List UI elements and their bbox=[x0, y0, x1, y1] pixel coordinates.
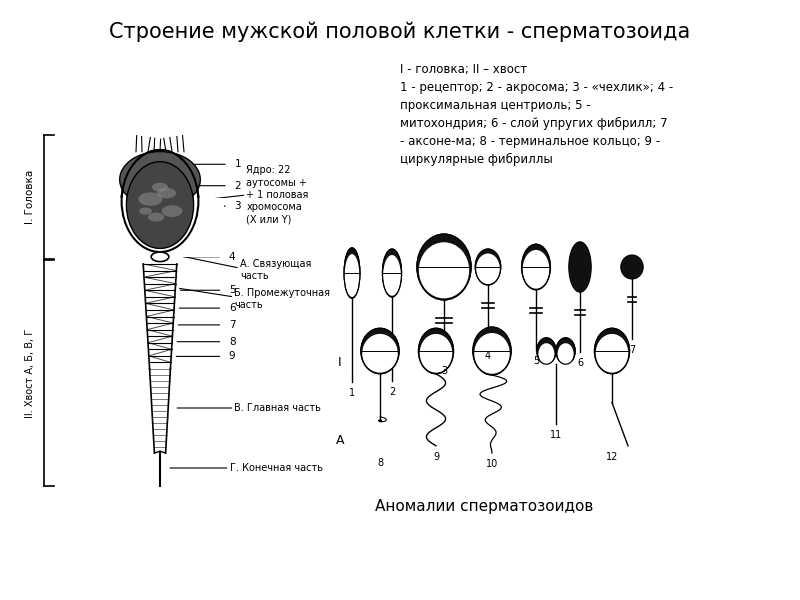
Ellipse shape bbox=[594, 328, 630, 374]
Text: 8: 8 bbox=[229, 337, 235, 347]
Ellipse shape bbox=[345, 254, 359, 297]
Ellipse shape bbox=[148, 212, 164, 221]
Ellipse shape bbox=[126, 162, 194, 248]
Text: 2: 2 bbox=[389, 387, 395, 397]
Text: 1: 1 bbox=[349, 388, 355, 398]
Text: 5: 5 bbox=[229, 285, 235, 295]
Ellipse shape bbox=[139, 208, 152, 215]
Text: I - головка; II – хвост
1 - рецептор; 2 - акросома; 3 - «чехлик»; 4 -
проксималь: I - головка; II – хвост 1 - рецептор; 2 … bbox=[400, 63, 674, 166]
Ellipse shape bbox=[151, 252, 169, 262]
Text: I. Головка: I. Головка bbox=[25, 170, 34, 224]
Ellipse shape bbox=[157, 188, 176, 199]
Ellipse shape bbox=[152, 182, 168, 191]
Text: 3: 3 bbox=[441, 366, 447, 376]
Ellipse shape bbox=[138, 193, 162, 206]
Ellipse shape bbox=[473, 327, 511, 375]
Ellipse shape bbox=[474, 333, 510, 374]
Text: A: A bbox=[336, 434, 344, 448]
Text: 2: 2 bbox=[234, 181, 241, 191]
Ellipse shape bbox=[558, 343, 574, 365]
Text: 9: 9 bbox=[433, 452, 439, 462]
Text: 5: 5 bbox=[533, 356, 539, 366]
Ellipse shape bbox=[139, 208, 152, 215]
Ellipse shape bbox=[162, 205, 182, 217]
Ellipse shape bbox=[148, 212, 164, 221]
Text: 9: 9 bbox=[229, 352, 235, 361]
Ellipse shape bbox=[382, 249, 402, 297]
Ellipse shape bbox=[569, 242, 591, 292]
Ellipse shape bbox=[475, 249, 501, 285]
Ellipse shape bbox=[361, 328, 399, 374]
Text: 12: 12 bbox=[606, 452, 618, 462]
Ellipse shape bbox=[522, 250, 550, 289]
Text: Аномалии сперматозоидов: Аномалии сперматозоидов bbox=[375, 499, 593, 514]
Text: 8: 8 bbox=[377, 458, 383, 468]
Ellipse shape bbox=[362, 334, 398, 373]
Ellipse shape bbox=[418, 328, 454, 374]
Ellipse shape bbox=[420, 334, 452, 373]
Ellipse shape bbox=[383, 255, 401, 296]
Ellipse shape bbox=[476, 253, 500, 284]
Text: 3: 3 bbox=[234, 201, 241, 211]
Text: I: I bbox=[338, 356, 342, 370]
Ellipse shape bbox=[537, 338, 556, 364]
Text: В. Главная часть: В. Главная часть bbox=[234, 403, 322, 413]
Text: 7: 7 bbox=[229, 320, 235, 330]
Text: 7: 7 bbox=[629, 345, 635, 355]
Ellipse shape bbox=[157, 188, 176, 199]
Text: 4: 4 bbox=[485, 351, 491, 361]
Text: Строение мужской половой клетки - сперматозоида: Строение мужской половой клетки - сперма… bbox=[110, 21, 690, 41]
Text: 10: 10 bbox=[486, 459, 498, 469]
Ellipse shape bbox=[126, 162, 194, 248]
Ellipse shape bbox=[538, 343, 554, 365]
Text: 11: 11 bbox=[550, 430, 562, 440]
Ellipse shape bbox=[120, 152, 200, 208]
Ellipse shape bbox=[417, 234, 471, 300]
Text: А. Связующая
часть: А. Связующая часть bbox=[240, 259, 311, 281]
Ellipse shape bbox=[556, 338, 575, 364]
Ellipse shape bbox=[122, 150, 198, 252]
Ellipse shape bbox=[152, 182, 168, 191]
Ellipse shape bbox=[621, 255, 643, 279]
Text: Б. Промежуточная
часть: Б. Промежуточная часть bbox=[234, 288, 330, 310]
Ellipse shape bbox=[162, 205, 182, 217]
Ellipse shape bbox=[596, 334, 628, 373]
Text: 6: 6 bbox=[577, 358, 583, 368]
Text: 1: 1 bbox=[234, 159, 241, 169]
Text: Ядро: 22
аутосомы +
+ 1 половая
хромосома
(X или Y): Ядро: 22 аутосомы + + 1 половая хромосом… bbox=[246, 165, 309, 225]
Text: 4: 4 bbox=[229, 252, 235, 262]
Text: Г. Конечная часть: Г. Конечная часть bbox=[230, 463, 322, 473]
Polygon shape bbox=[96, 199, 224, 257]
Text: II. Хвост А, Б, В, Г: II. Хвост А, Б, В, Г bbox=[25, 329, 34, 418]
Ellipse shape bbox=[344, 248, 360, 298]
Text: 6: 6 bbox=[229, 303, 235, 313]
Ellipse shape bbox=[419, 242, 469, 298]
Ellipse shape bbox=[522, 244, 550, 290]
Ellipse shape bbox=[138, 193, 162, 206]
